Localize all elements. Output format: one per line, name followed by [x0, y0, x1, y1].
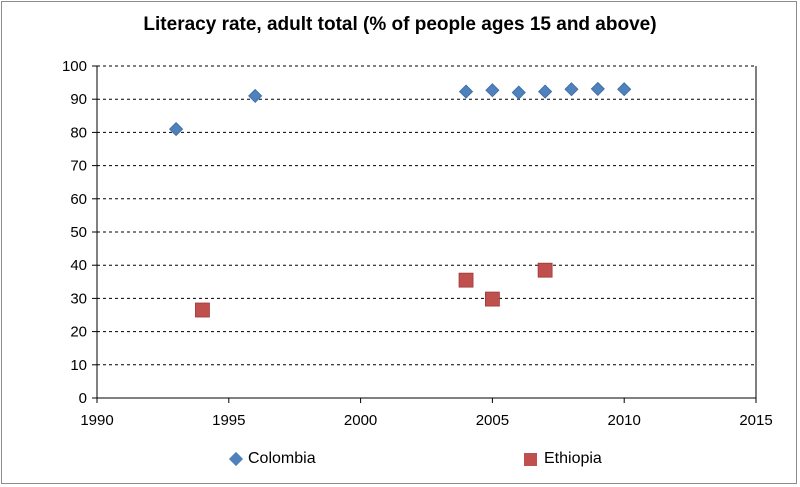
- x-tick-label-1995: 1995: [212, 412, 245, 429]
- x-tick-label-2015: 2015: [739, 412, 772, 429]
- legend-item-ethiopia: Ethiopia: [524, 450, 602, 468]
- colombia-point-1996: [248, 88, 263, 103]
- x-tick-label-2005: 2005: [476, 412, 509, 429]
- legend: Colombia Ethiopia: [0, 450, 800, 472]
- chart-title: Literacy rate, adult total (% of people …: [143, 14, 657, 35]
- colombia-point-2009: [590, 81, 605, 96]
- ethiopia-point-2007: [537, 262, 553, 278]
- legend-label-ethiopia: Ethiopia: [544, 450, 602, 467]
- y-tick-label-70: 70: [70, 158, 87, 175]
- legend-label-colombia: Colombia: [248, 450, 316, 467]
- colombia-point-2006: [511, 85, 526, 100]
- y-tick-label-80: 80: [70, 124, 87, 141]
- colombia-point-2010: [617, 82, 632, 97]
- y-tick-label-20: 20: [70, 324, 87, 341]
- x-tick-labels: 1990 1995 2000 2005 2010 2015: [80, 412, 772, 429]
- colombia-point-2004: [458, 84, 474, 99]
- colombia-point-2008: [564, 82, 579, 97]
- ethiopia-square-swatch: [524, 452, 537, 466]
- colombia-point-2007: [538, 84, 553, 99]
- y-tick-label-0: 0: [79, 390, 87, 407]
- y-tick-label-10: 10: [70, 357, 87, 374]
- axes: [92, 65, 757, 403]
- ethiopia-point-1994: [195, 302, 210, 318]
- colombia-diamond-swatch: [228, 451, 244, 467]
- y-tick-labels: 0 10 20 30 40 50 60 70 80 90 100: [62, 58, 87, 407]
- x-tick-label-2000: 2000: [344, 412, 377, 429]
- legend-item-colombia: Colombia: [228, 450, 316, 468]
- y-tick-label-60: 60: [70, 191, 87, 208]
- y-tick-label-90: 90: [70, 91, 87, 108]
- y-tick-label-50: 50: [70, 224, 87, 241]
- y-tick-label-30: 30: [70, 290, 87, 307]
- ethiopia-point-2005: [484, 291, 500, 307]
- gridlines: [97, 65, 756, 366]
- y-tick-label-100: 100: [62, 58, 87, 75]
- colombia-point-2005: [485, 83, 500, 98]
- colombia-point-1993: [169, 122, 184, 137]
- x-tick-label-1990: 1990: [80, 412, 113, 429]
- y-tick-label-40: 40: [70, 257, 87, 274]
- x-tick-label-2010: 2010: [608, 412, 641, 429]
- ethiopia-point-2004: [458, 272, 474, 288]
- data-points: [169, 81, 632, 318]
